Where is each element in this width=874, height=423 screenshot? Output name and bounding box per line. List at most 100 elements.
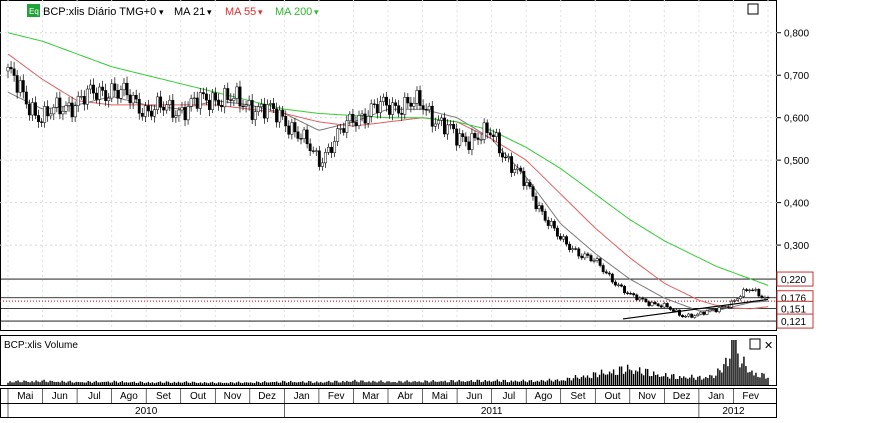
month-label: Jan	[708, 391, 724, 402]
candle-body	[702, 311, 706, 315]
price-tick-label: 0,300	[784, 241, 809, 252]
candle-body	[449, 124, 453, 126]
candle-body	[504, 156, 507, 159]
volume-bar	[41, 380, 43, 385]
eq-badge[interactable]	[27, 4, 40, 17]
ma55-label[interactable]: MA 55	[225, 6, 256, 18]
month-label: Abr	[397, 391, 413, 402]
volume-bar	[514, 380, 517, 385]
volume-bar	[574, 375, 577, 385]
month-label: Jan	[294, 391, 310, 402]
candle-body	[558, 236, 562, 240]
volume-bar	[45, 381, 47, 385]
ma21-dropdown-icon[interactable]: ▾	[207, 7, 212, 17]
volume-bar	[147, 381, 150, 385]
candle-body	[629, 293, 633, 295]
volume-bar	[49, 380, 51, 385]
candle-body	[40, 121, 44, 123]
trendline-layer	[622, 298, 769, 320]
candle-body	[351, 113, 355, 123]
volume-bar	[751, 370, 753, 385]
candle-body	[650, 302, 654, 306]
candle-body	[272, 103, 275, 109]
volume-bar	[667, 376, 669, 385]
volume-bar	[231, 382, 234, 385]
volume-bar	[81, 382, 83, 385]
ma21-line	[7, 91, 769, 312]
candle-body	[110, 83, 114, 99]
volume-bar	[67, 381, 69, 385]
volume-bar	[274, 382, 276, 385]
volume-bar	[374, 381, 376, 385]
level-label: 0,121	[781, 317, 806, 328]
volume-bar	[247, 382, 250, 385]
volume-bar	[195, 382, 198, 385]
candle-body	[330, 146, 333, 153]
volume-bar	[532, 381, 535, 385]
candle-body	[519, 167, 523, 172]
candle-body	[43, 106, 47, 123]
candle-body	[311, 150, 315, 152]
volume-close-icon[interactable]: ✕	[764, 340, 773, 352]
volume-bar	[39, 382, 41, 385]
volume-bar	[701, 379, 703, 385]
volume-bar	[71, 382, 73, 385]
volume-bar	[280, 382, 282, 385]
candle-body	[464, 136, 468, 143]
volume-bar	[725, 357, 727, 385]
month-label: Ago	[535, 391, 553, 402]
ma200-dropdown-icon[interactable]: ▾	[314, 7, 319, 17]
volume-bar	[500, 381, 502, 385]
candle-body	[116, 90, 120, 99]
volume-bar	[753, 375, 755, 385]
volume-bar	[115, 381, 117, 385]
volume-bar	[735, 340, 737, 385]
candle-body	[443, 117, 446, 135]
candle-body	[137, 98, 141, 114]
price-tick-label: 0,600	[784, 114, 809, 125]
candle-body	[314, 150, 318, 152]
ma55-dropdown-icon[interactable]: ▾	[258, 7, 263, 17]
volume-bar	[328, 380, 330, 385]
candle-body	[461, 133, 465, 137]
candle-body	[46, 106, 50, 117]
volume-bar	[286, 382, 288, 385]
volume-bar	[580, 377, 583, 385]
candle-body	[24, 91, 28, 105]
volume-bar	[628, 369, 631, 385]
candle-body	[34, 102, 37, 116]
candle-body	[342, 128, 346, 133]
candle-body	[259, 103, 263, 107]
volume-maximize-icon[interactable]	[749, 338, 761, 350]
candle-body	[363, 113, 367, 124]
maximize-icon[interactable]	[747, 3, 759, 15]
ma200-label[interactable]: MA 200	[275, 6, 312, 18]
candle-body	[626, 292, 630, 294]
month-label: Mai	[17, 391, 33, 402]
volume-bar	[9, 381, 11, 385]
candle-body	[177, 109, 181, 117]
candle-body	[385, 96, 388, 106]
candle-body	[607, 272, 611, 275]
trendline	[622, 298, 769, 320]
volume-bar	[498, 381, 500, 385]
candle-body	[516, 167, 520, 170]
volume-bar	[508, 382, 511, 385]
symbol-dropdown-icon[interactable]: ▾	[159, 7, 164, 17]
volume-bar	[693, 377, 695, 385]
candle-body	[339, 128, 343, 130]
volume-bar	[217, 382, 220, 385]
candle-body	[30, 102, 34, 116]
volume-bar	[183, 381, 186, 385]
symbol-label[interactable]: BCP:xlis Diário TMG+0	[43, 6, 156, 18]
volume-bar	[241, 383, 244, 385]
candle-body	[635, 294, 639, 301]
candle-body	[174, 115, 178, 118]
candle-body	[281, 109, 285, 117]
volume-bar	[610, 373, 613, 385]
candle-body	[378, 101, 382, 113]
ma21-label[interactable]: MA 21	[174, 6, 205, 18]
candle-body	[388, 104, 391, 115]
volume-bar	[638, 367, 641, 385]
candle-body	[668, 306, 672, 310]
